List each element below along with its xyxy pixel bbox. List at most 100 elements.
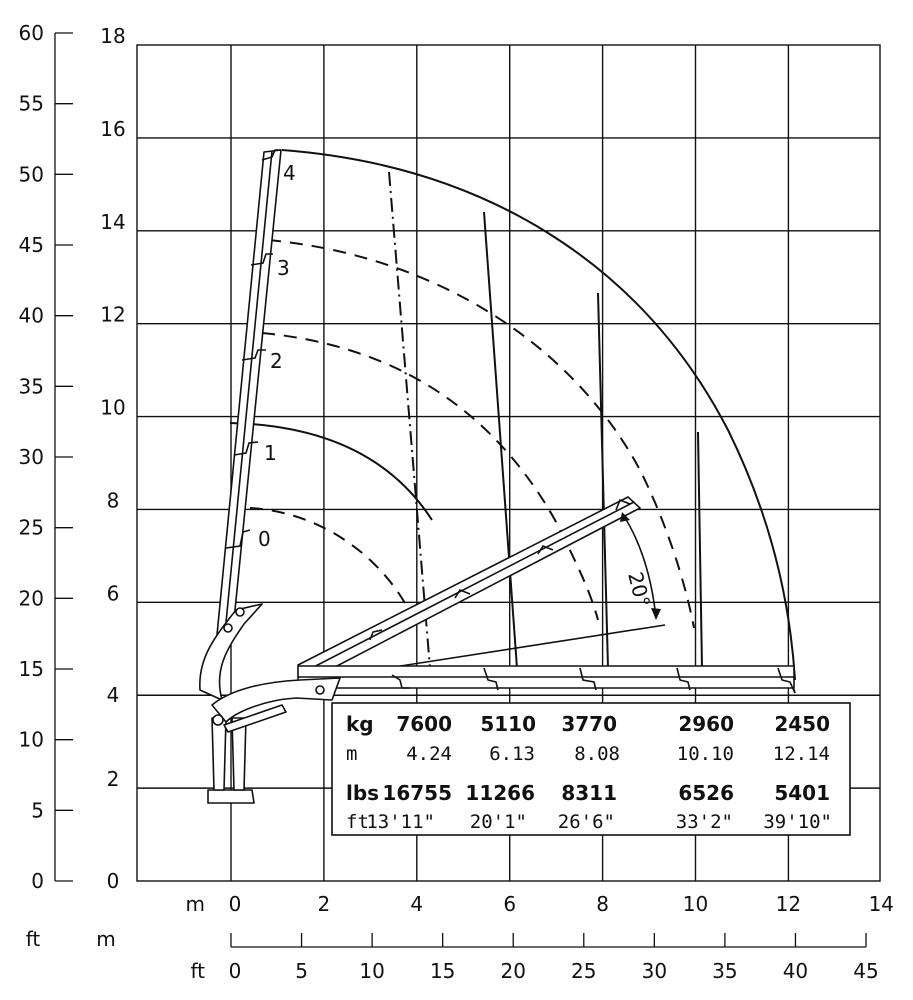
load-table: kg m lbs ft 7600 5110 3770 2960 2450 4.24 6.13… (331, 702, 851, 836)
corner-m-label: m (96, 927, 115, 951)
ft-tick-label: 45 (19, 233, 44, 257)
boom-inclined-section-2 (454, 589, 471, 599)
bottom-ft-unit-label: ft (190, 959, 205, 983)
reach-envelope (229, 149, 796, 681)
m-value: 8.08 (574, 743, 620, 765)
boom-horizontal-hook-4 (676, 667, 691, 691)
bottom-ft-tick-label: 15 (430, 959, 455, 983)
ft-value: 13'11" (366, 811, 435, 833)
m-tick-label: 2 (107, 767, 120, 791)
boom-horizontal (297, 665, 796, 694)
boom-section-4 (261, 149, 281, 161)
reach-arc-boom-2 (261, 332, 599, 621)
ft-value: 39'10" (763, 811, 832, 833)
bottom-ft-tick-label: 20 (500, 959, 525, 983)
load-drop-lines (388, 171, 796, 694)
bottom-ft-tick-label: 5 (295, 959, 308, 983)
corner-ft-label: ft (26, 927, 41, 951)
angle-label: 20° (623, 569, 655, 609)
m-tick-label: 10 (100, 396, 125, 420)
ft-label: ft (346, 811, 369, 833)
bottom-m-tick-label: 12 (776, 892, 801, 916)
crane-pivot-4 (223, 623, 233, 633)
crane-pivot-3 (315, 685, 325, 695)
m-tick-label: 0 (107, 869, 120, 893)
m-tick-label: 8 (107, 488, 120, 512)
crane-piston (223, 704, 287, 733)
ft-tick-label: 10 (19, 728, 44, 752)
boom-horizontal-hook-5 (777, 667, 796, 694)
m-tick-label: 18 (100, 24, 125, 48)
boom-label-0: 0 (258, 527, 271, 551)
m-tick-label: 12 (100, 303, 125, 327)
crane-column-left (211, 717, 227, 791)
bottom-ft-tick-label: 45 (853, 959, 878, 983)
boom-section-3 (250, 253, 273, 266)
ft-tick-label: 40 (19, 304, 44, 328)
lbs-value: 8311 (561, 781, 617, 805)
bottom-ft-tick-label: 30 (642, 959, 667, 983)
kg-value: 7600 (396, 712, 452, 736)
crane-arm-link (199, 603, 263, 701)
m-label: m (346, 743, 357, 765)
m-tick-label: 6 (107, 581, 120, 605)
bottom-m-tick-label: 0 (229, 892, 242, 916)
ft-value: 33'2" (676, 811, 733, 833)
boom-label-3: 3 (277, 256, 290, 280)
ft-tick-label: 30 (19, 445, 44, 469)
boom-label-1: 1 (264, 441, 277, 465)
angle-arrow-bottom (651, 608, 661, 620)
drop-line-1 (483, 211, 518, 669)
kg-value: 2960 (678, 712, 734, 736)
crane-pivot-2 (235, 607, 245, 617)
boom-vertical-divider (223, 150, 273, 644)
ft-value: 26'6" (558, 811, 615, 833)
boom-inclined-divider (303, 501, 635, 673)
m-value: 12.14 (773, 743, 830, 765)
bottom-m-tick-label: 10 (683, 892, 708, 916)
left-m-axis: 18 16 14 12 10 8 6 4 2 0 (100, 24, 125, 893)
crane-foot (207, 789, 255, 804)
boom-vertical (215, 149, 282, 646)
lbs-value: 5401 (774, 781, 830, 805)
bottom-ft-tick-label: 35 (712, 959, 737, 983)
m-value: 4.24 (406, 743, 452, 765)
lbs-label: lbs (346, 781, 379, 805)
boom-horizontal-hook-3 (579, 667, 597, 691)
ft-tick-label: 15 (19, 657, 44, 681)
load-table-cells: 7600 5110 3770 2960 2450 4.24 6.13 8.08 10.10 12.… (366, 712, 832, 833)
crane-column-right (231, 717, 247, 791)
load-table-box (331, 702, 851, 836)
lbs-value: 6526 (678, 781, 734, 805)
boom-inclined: 20° (297, 496, 666, 681)
boom-inclined-section-4 (615, 498, 631, 511)
ft-tick-label: 60 (19, 21, 44, 45)
ft-tick-label: 20 (19, 586, 44, 610)
lbs-value: 16755 (382, 781, 452, 805)
bottom-ft-tick-label: 25 (571, 959, 596, 983)
bottom-ft-tick-label: 40 (783, 959, 808, 983)
m-tick-label: 4 (107, 683, 120, 707)
kg-value: 5110 (480, 712, 536, 736)
crane-base (199, 603, 341, 804)
crane-pivot-1 (212, 714, 224, 726)
boom-section-2 (241, 349, 266, 361)
m-value: 10.10 (677, 743, 734, 765)
ft-tick-label: 35 (19, 374, 44, 398)
ft-tick-label: 0 (31, 869, 44, 893)
ft-value: 20'1" (470, 811, 527, 833)
bottom-m-tick-label: 2 (318, 892, 331, 916)
drop-line-3 (697, 431, 703, 669)
bottom-m-unit-label: m (186, 892, 205, 916)
bottom-m-axis: m 0 2 4 6 8 10 12 14 (186, 892, 895, 916)
ft-tick-label: 25 (19, 516, 44, 540)
reach-arc-boom-0 (249, 507, 411, 613)
kg-label: kg (346, 712, 374, 736)
boom-section-1 (233, 441, 259, 456)
ft-tick-label: 5 (31, 798, 44, 822)
angle-arrow-top (620, 512, 630, 522)
boom-horizontal-hook-1 (391, 674, 410, 689)
lbs-value: 11266 (465, 781, 535, 805)
